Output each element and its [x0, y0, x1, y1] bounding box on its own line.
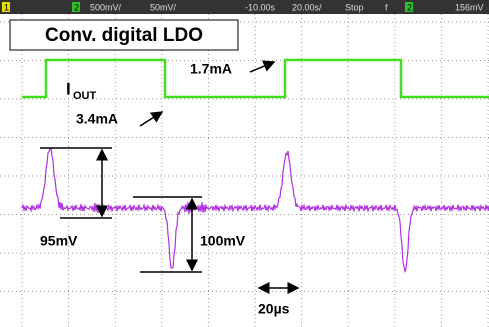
state: Stop: [345, 2, 364, 12]
scale2: 50mV/: [150, 2, 177, 12]
undershoot: 95mV: [40, 233, 78, 249]
current-symbol: I: [66, 79, 71, 98]
current-low: 3.4mA: [76, 111, 118, 127]
delay: -10.00s: [245, 2, 276, 12]
level: 156mV: [455, 2, 484, 12]
current-high: 1.7mA: [190, 61, 232, 77]
overshoot: 100mV: [200, 233, 246, 249]
timebase: 20.00s/: [292, 2, 322, 12]
trigger-channel: 2: [407, 2, 412, 12]
current-subscript: OUT: [73, 90, 97, 102]
time-span: 20µs: [258, 301, 290, 317]
title: Conv. digital LDO: [45, 25, 203, 46]
oscilloscope-screen: 1 2 500mV/ 50mV/ -10.00s 20.00s/ Stop f …: [0, 0, 489, 327]
channel1: 1: [4, 2, 9, 12]
channel2: 2: [74, 2, 79, 12]
scale1: 500mV/: [90, 2, 122, 12]
